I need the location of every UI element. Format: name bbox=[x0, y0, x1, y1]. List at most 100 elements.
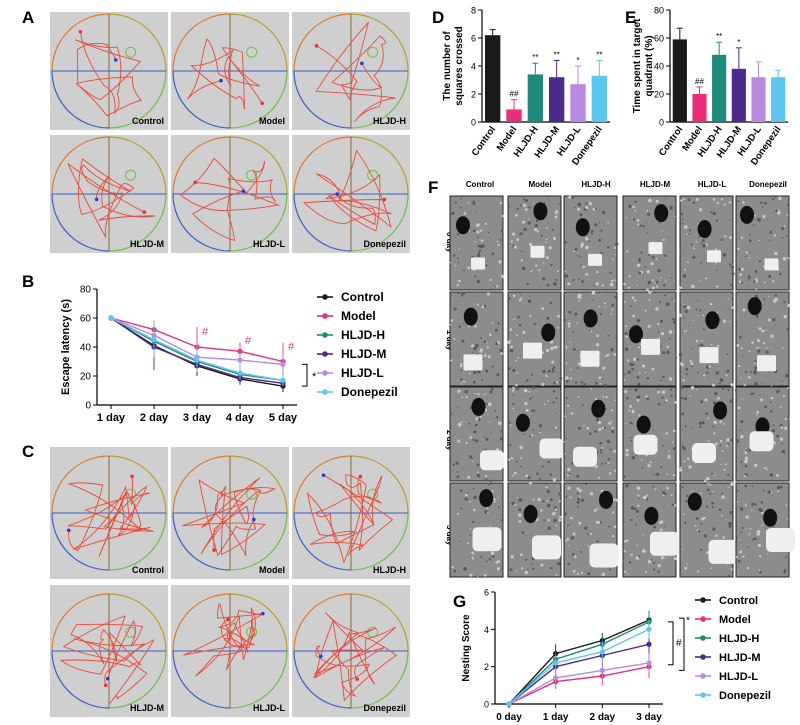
y-axis-label-line2: quadrant (%) bbox=[644, 35, 655, 96]
bedding-speck bbox=[714, 534, 718, 537]
bedding-speck bbox=[700, 492, 703, 494]
mouse-body bbox=[705, 311, 720, 330]
pool-edge-arc bbox=[108, 455, 167, 514]
bedding-speck bbox=[491, 555, 495, 558]
legend-marker bbox=[322, 313, 328, 319]
bedding-speck bbox=[568, 195, 572, 199]
bedding-speck bbox=[623, 282, 626, 286]
pool-edge-arc bbox=[229, 650, 288, 709]
bedding-speck bbox=[695, 198, 699, 201]
bedding-speck bbox=[684, 269, 686, 271]
cage-photo bbox=[679, 482, 738, 578]
bedding-speck bbox=[564, 540, 567, 542]
bedding-speck bbox=[451, 566, 454, 569]
bedding-speck bbox=[769, 473, 774, 477]
bedding-speck bbox=[769, 239, 771, 242]
end-point bbox=[252, 517, 256, 522]
bedding-speck bbox=[532, 386, 535, 390]
bedding-speck bbox=[479, 349, 483, 353]
significance-bracket bbox=[679, 617, 685, 671]
cage-photo bbox=[622, 386, 677, 482]
bedding-speck bbox=[476, 253, 481, 258]
bedding-speck bbox=[572, 569, 576, 573]
legend-label: Model bbox=[719, 614, 751, 626]
bedding-speck bbox=[635, 454, 638, 456]
bedding-speck bbox=[681, 213, 684, 216]
bedding-speck bbox=[749, 527, 752, 530]
bedding-speck bbox=[727, 474, 730, 477]
mouse-body bbox=[713, 401, 728, 420]
bedding-speck bbox=[452, 463, 455, 466]
bedding-speck bbox=[565, 241, 568, 244]
bedding-speck bbox=[460, 369, 463, 372]
bedding-speck bbox=[647, 325, 651, 328]
bedding-speck bbox=[449, 204, 452, 206]
bedding-speck bbox=[638, 261, 641, 263]
bedding-speck bbox=[507, 507, 510, 510]
bedding-speck bbox=[508, 367, 511, 370]
col-label-model: Model bbox=[528, 180, 552, 189]
bedding-speck bbox=[759, 570, 762, 574]
nesting-material bbox=[757, 355, 776, 372]
bedding-speck bbox=[700, 513, 703, 515]
swim-path bbox=[75, 31, 142, 117]
start-point bbox=[103, 683, 108, 688]
bedding-speck bbox=[555, 210, 559, 213]
bedding-speck bbox=[491, 365, 494, 368]
end-point bbox=[335, 192, 339, 196]
bedding-speck bbox=[754, 537, 757, 541]
bedding-speck bbox=[757, 543, 761, 548]
bedding-speck bbox=[668, 330, 673, 334]
bedding-speck bbox=[692, 201, 696, 204]
nesting-material bbox=[530, 245, 545, 258]
bedding-speck bbox=[518, 513, 522, 517]
bedding-speck bbox=[513, 482, 516, 485]
bedding-speck bbox=[613, 353, 617, 356]
bedding-speck bbox=[721, 514, 723, 517]
pool-edge-arc bbox=[108, 512, 167, 571]
bedding-speck bbox=[629, 388, 631, 391]
bedding-speck bbox=[486, 560, 488, 563]
bedding-speck bbox=[660, 556, 664, 560]
bedding-speck bbox=[523, 227, 527, 232]
bedding-speck bbox=[613, 498, 616, 501]
bedding-speck bbox=[545, 374, 548, 377]
bedding-speck bbox=[745, 528, 747, 530]
nesting-material bbox=[480, 450, 504, 471]
bedding-speck bbox=[599, 441, 603, 445]
bedding-speck bbox=[601, 462, 604, 465]
panel-a-swim-paths: Control Model HLJD-H HLJD-M HLJD-L Donepezil bbox=[50, 12, 410, 253]
bedding-speck bbox=[477, 370, 481, 374]
x-tick-label: 2 day bbox=[590, 712, 616, 723]
bedding-speck bbox=[495, 561, 499, 564]
bedding-speck bbox=[587, 533, 589, 535]
bedding-speck bbox=[744, 459, 748, 464]
bedding-speck bbox=[516, 207, 519, 210]
bedding-speck bbox=[747, 275, 751, 279]
y-tick-label: 4 bbox=[484, 625, 489, 635]
bedding-speck bbox=[559, 270, 562, 273]
mouse-body bbox=[591, 399, 606, 418]
bedding-speck bbox=[700, 548, 703, 551]
cage-background bbox=[507, 386, 562, 482]
series-line bbox=[508, 621, 650, 705]
bedding-speck bbox=[570, 536, 575, 540]
swim-tile: Model bbox=[171, 447, 289, 579]
cage-background bbox=[449, 291, 504, 387]
series-point bbox=[108, 315, 114, 321]
bedding-speck bbox=[756, 532, 761, 536]
bedding-speck bbox=[457, 512, 460, 515]
bedding-speck bbox=[574, 555, 577, 558]
bedding-speck bbox=[753, 362, 756, 364]
bedding-speck bbox=[566, 474, 569, 477]
bedding-speck bbox=[462, 380, 464, 383]
bedding-speck bbox=[499, 239, 502, 241]
bedding-speck bbox=[518, 233, 520, 236]
bedding-speck bbox=[690, 362, 694, 365]
y-tick-label: 0 bbox=[471, 118, 476, 128]
bedding-speck bbox=[727, 486, 729, 488]
bedding-speck bbox=[524, 570, 528, 575]
end-point bbox=[105, 676, 110, 681]
bedding-speck bbox=[723, 468, 726, 471]
bedding-speck bbox=[754, 270, 758, 273]
